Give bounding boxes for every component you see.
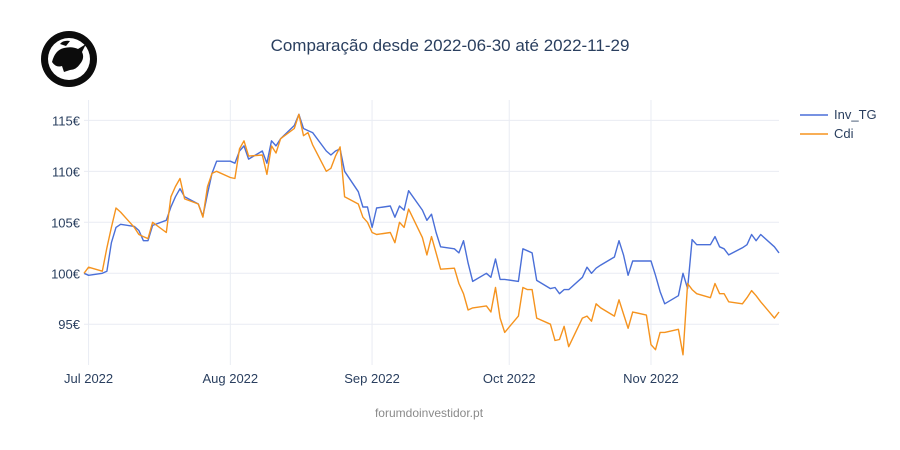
x-tick-label: Aug 2022 [202, 371, 258, 386]
x-tick-label: Jul 2022 [64, 371, 113, 386]
chart-title: Comparação desde 2022-06-30 até 2022-11-… [271, 36, 630, 55]
y-tick-label: 95€ [58, 317, 80, 332]
x-tick-label: Nov 2022 [623, 371, 679, 386]
footer-source: forumdoinvestidor.pt [375, 406, 484, 420]
y-tick-label: 115€ [52, 113, 81, 128]
series-line-inv-tg [83, 113, 780, 305]
series-lines [83, 113, 780, 356]
legend-label-inv-tg: Inv_TG [834, 107, 877, 122]
legend: Inv_TG Cdi [800, 107, 877, 141]
y-tick-label: 105€ [51, 215, 81, 230]
y-tick-label: 110€ [52, 164, 81, 179]
x-tick-label: Oct 2022 [483, 371, 536, 386]
y-axis-ticks: 95€ 100€ 105€ 110€ 115€ [51, 113, 81, 332]
x-axis-ticks: Jul 2022 Aug 2022 Sep 2022 Oct 2022 Nov 2022 [64, 371, 679, 386]
x-tick-label: Sep 2022 [344, 371, 400, 386]
y-tick-label: 100€ [51, 266, 81, 281]
bull-head-logo [41, 31, 97, 87]
legend-label-cdi: Cdi [834, 126, 854, 141]
series-line-cdi [83, 113, 780, 356]
gridlines [84, 100, 779, 365]
